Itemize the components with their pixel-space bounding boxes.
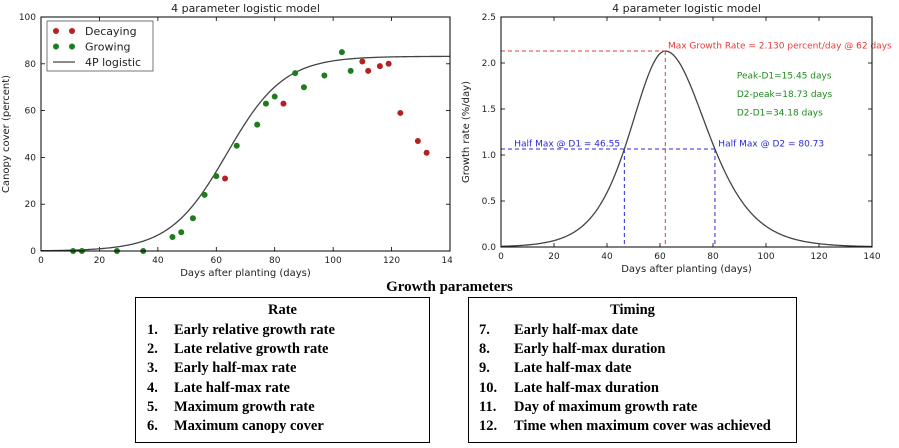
y-tick-label: 2.0 [482,59,497,69]
data-point-growing [292,70,299,77]
y-tick-label: 1.5 [482,105,496,115]
legend-label: Decaying [85,25,137,38]
list-item: 1. Early relative growth rate [147,322,335,338]
legend-label: Growing [85,41,131,54]
x-tick-label: 0 [498,252,504,262]
list-item: 9. Late half-max date [479,360,632,377]
growth-rate-curve [500,50,873,248]
x-tick-label: 80 [707,252,719,262]
annotation-half-d1: Half Max @ D1 = 46.55 [514,140,620,150]
annotation-half-d2: Half Max @ D2 = 80.73 [718,140,824,150]
x-tick-label: 80 [269,256,281,266]
list-item: 11. Day of maximum growth rate [479,398,698,415]
x-tick-label: 40 [152,256,164,266]
list-item: 4. Late half-max rate [147,379,290,396]
legend-box [46,20,154,72]
data-point-growing [233,142,240,149]
y-tick-label: 80 [25,60,37,70]
data-point-growing [169,233,176,240]
x-tick-label: 140 [441,256,452,266]
data-point-decaying [423,149,430,156]
legend-swatch-marker [69,28,75,34]
data-point-growing [300,84,307,91]
data-point-decaying [397,109,404,116]
data-point-growing [213,173,220,180]
list-item: 5. Maximum growth rate [147,398,315,415]
y-tick-label: 2.5 [482,13,496,23]
legend-swatch-marker [53,43,59,50]
x-tick-label: 60 [211,256,223,266]
data-point-growing [321,72,328,79]
data-point-decaying [385,60,392,67]
x-tick-label: 100 [757,252,774,262]
x-tick-label: 20 [94,256,106,266]
list-item: 7. Early half-max date [479,322,639,338]
annotation-peak-d1: Peak-D1=15.45 days [737,72,832,82]
series-line-4p-logistic [40,55,450,252]
x-axis-label: Days after planting (days) [180,268,311,279]
data-point-decaying [280,100,287,107]
chart-title: 4 parameter logistic model [612,2,761,15]
data-point-growing [262,100,269,107]
legend-swatch-marker [69,43,75,50]
data-point-growing [347,67,354,74]
data-point-decaying [222,175,229,182]
rate-box: Rate 1. Early relative growth rate 2. Late… [135,297,430,443]
chart-title: 4 parameter logistic model [171,2,320,15]
y-tick-label: 60 [25,107,37,117]
list-item: 2. Late relative growth rate [147,341,329,358]
x-tick-label: 100 [325,256,342,266]
data-point-growing [189,215,196,222]
data-point-decaying [359,58,366,65]
y-tick-label: 40 [25,153,37,163]
annotation-d2-peak: D2-peak=18.73 days [737,90,833,100]
y-tick-label: 0 [30,247,36,257]
x-tick-label: 60 [654,252,666,262]
data-point-decaying [414,138,421,145]
growth-parameters-heading: Growth parameters [386,279,513,295]
y-tick-label: 1.0 [482,151,497,161]
y-tick-label: 0.5 [482,197,496,207]
y-axis-label: Growth rate (%/day) [461,81,472,183]
x-axis-label: Days after planting (days) [621,264,752,275]
y-tick-label: 20 [25,200,37,210]
plot-frame [40,16,451,252]
data-point-decaying [365,67,372,74]
growth-rate-chart: 4 parameter logistic model Days after pla… [461,2,892,275]
x-tick-label: 20 [548,252,560,262]
list-item: 12. Time when maximum cover was achieved [479,417,771,434]
x-tick-label: 120 [383,256,400,266]
list-item: 6. Maximum canopy cover [147,417,324,434]
data-point-growing [338,49,345,56]
annotation-max-rate: Max Growth Rate = 2.130 percent/day @ 62… [668,42,892,52]
legend-swatch-marker [53,28,59,34]
data-point-growing [178,229,185,236]
data-point-growing [254,121,261,128]
timing-box-title: Timing [610,302,655,318]
legend-label: 4P logistic [85,56,141,69]
x-tick-label: 140 [863,252,880,262]
data-point-growing [201,191,208,198]
rate-box-title: Rate [268,302,297,318]
x-tick-label: 120 [810,252,827,262]
y-tick-label: 0.0 [482,243,497,253]
data-point-growing [271,93,278,100]
x-tick-label: 40 [601,252,613,262]
list-item: 3. Early half-max rate [147,360,297,377]
plot-frame [500,16,873,248]
list-item: 10. Late half-max duration [479,379,659,396]
list-item: 8. Early half-max duration [479,341,666,358]
canopy-cover-chart: 4 parameter logistic model Days after pla… [1,2,452,279]
x-tick-label: 0 [38,256,44,266]
data-point-decaying [376,63,383,70]
timing-box: Timing 7. Early half-max date 8. Early hal… [468,297,797,443]
y-tick-label: 100 [19,13,36,23]
annotation-d2-d1: D2-D1=34.18 days [737,108,823,118]
y-axis-label: Canopy cover (percent) [1,75,12,193]
